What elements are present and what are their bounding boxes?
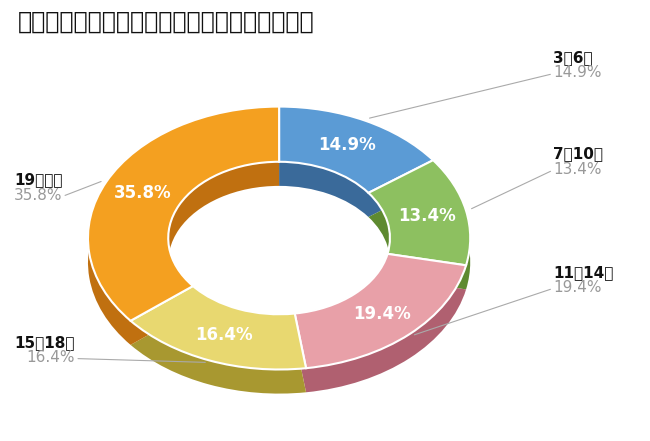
Text: 14.9%: 14.9% <box>318 136 376 154</box>
Text: 19回以上: 19回以上 <box>14 172 62 187</box>
Text: 15〜18回: 15〜18回 <box>15 335 75 350</box>
Wedge shape <box>294 254 466 368</box>
Wedge shape <box>369 184 470 289</box>
Text: 全身脱毛完了までの回数【脱毛サロンの場合】: 全身脱毛完了までの回数【脱毛サロンの場合】 <box>18 10 315 34</box>
Wedge shape <box>88 107 279 321</box>
Text: 3〜6回: 3〜6回 <box>553 50 593 65</box>
Text: 14.9%: 14.9% <box>553 65 601 80</box>
Text: 13.4%: 13.4% <box>398 207 456 225</box>
Wedge shape <box>279 131 433 217</box>
Text: 11〜14回: 11〜14回 <box>553 265 614 280</box>
Text: 13.4%: 13.4% <box>553 162 601 177</box>
Text: 7〜10回: 7〜10回 <box>553 146 603 161</box>
Wedge shape <box>279 107 433 193</box>
Text: 19.4%: 19.4% <box>354 305 411 323</box>
Text: 35.8%: 35.8% <box>14 188 62 203</box>
Text: 16.4%: 16.4% <box>195 326 253 344</box>
Wedge shape <box>131 286 306 370</box>
Text: 19.4%: 19.4% <box>553 280 601 295</box>
Wedge shape <box>369 160 470 265</box>
Wedge shape <box>131 310 306 394</box>
Wedge shape <box>294 278 466 392</box>
Wedge shape <box>88 131 279 345</box>
Text: 16.4%: 16.4% <box>27 350 75 365</box>
Text: 35.8%: 35.8% <box>114 184 172 202</box>
